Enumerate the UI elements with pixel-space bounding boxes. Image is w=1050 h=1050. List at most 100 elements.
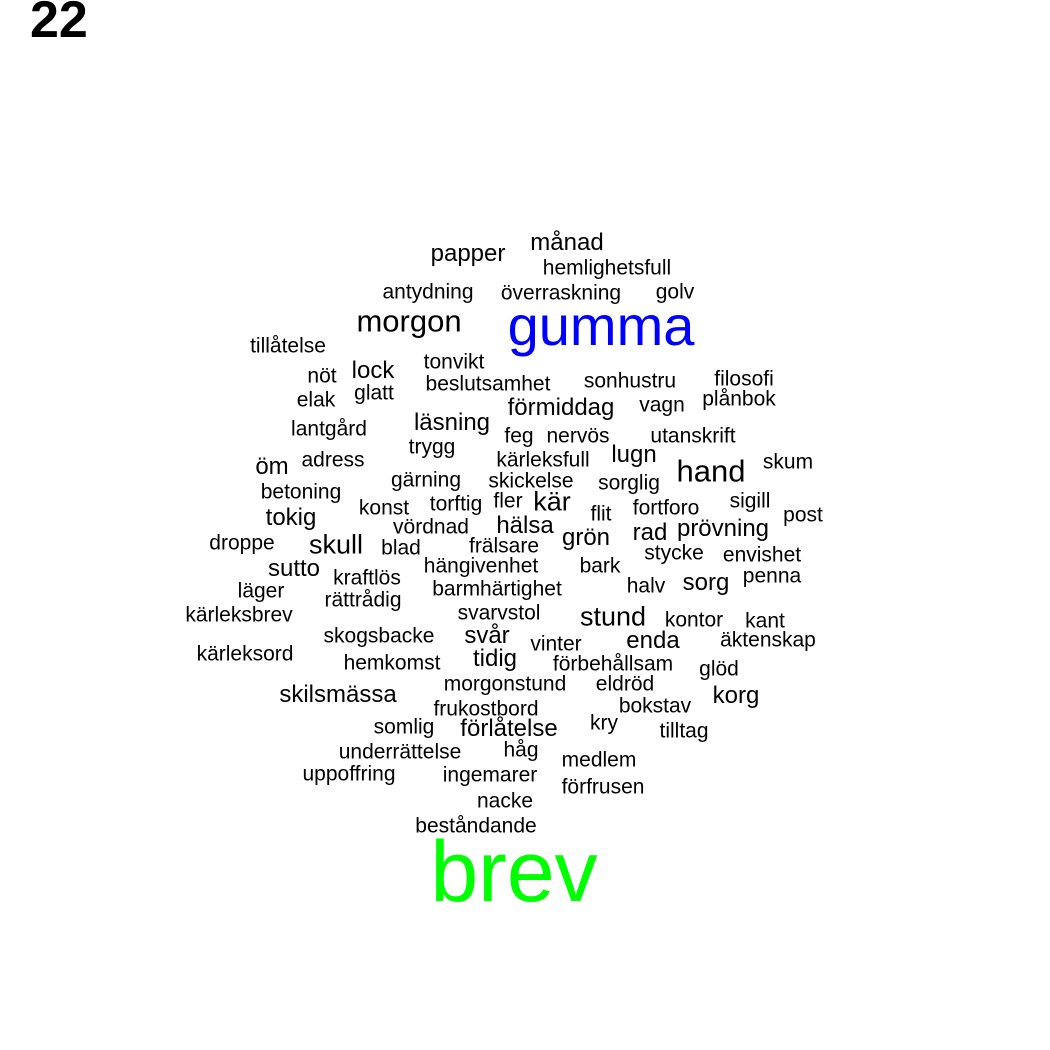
word-eldrod: eldröd <box>595 672 655 696</box>
word-penna: penna <box>742 564 802 588</box>
word-provning: prövning <box>676 515 770 542</box>
word-tokig: tokig <box>265 504 317 531</box>
word-tilltag: tilltag <box>659 719 709 743</box>
word-tidig: tidig <box>472 645 518 672</box>
word-medlem: medlem <box>561 748 637 772</box>
word-gron: grön <box>561 524 611 551</box>
word-stycke: stycke <box>644 541 704 565</box>
word-gumma: gumma <box>507 294 695 357</box>
word-trygg: trygg <box>408 435 456 459</box>
word-fortforo: fortforo <box>632 496 700 520</box>
word-droppe: droppe <box>209 531 275 555</box>
word-morgonstund: morgonstund <box>443 672 567 696</box>
word-elak: elak <box>296 388 336 412</box>
word-underrattelse: underrättelse <box>338 740 462 764</box>
word-antydning: antydning <box>382 280 474 304</box>
word-ingemarer: ingemarer <box>442 763 538 787</box>
word-envishet: envishet <box>722 543 802 567</box>
word-lantgard: lantgård <box>291 417 367 441</box>
word-blad: blad <box>381 536 421 560</box>
word-kar: kär <box>533 486 571 517</box>
word-planbok: plånbok <box>702 387 776 411</box>
word-karleksfull: kärleksfull <box>496 448 590 472</box>
word-post: post <box>783 503 823 527</box>
word-overraskning: överraskning <box>500 281 622 305</box>
word-skilsmassa: skilsmässa <box>279 681 397 708</box>
word-bark: bark <box>579 554 621 578</box>
word-forlatelse: förlåtelse <box>460 715 558 742</box>
word-sorg: sorg <box>682 569 730 596</box>
word-hemlighetsfull: hemlighetsfull <box>542 256 672 280</box>
word-glatt: glatt <box>354 381 394 405</box>
word-utanskrift: utanskrift <box>650 424 736 448</box>
word-tillatelse: tillåtelse <box>250 334 326 358</box>
word-sonhustru: sonhustru <box>583 369 677 393</box>
word-forfrusen: förfrusen <box>561 775 645 799</box>
word-lock: lock <box>351 357 395 384</box>
word-betoning: betoning <box>260 480 342 504</box>
word-tonvikt: tonvikt <box>423 350 485 374</box>
word-sigill: sigill <box>729 489 771 513</box>
word-kant: kant <box>745 609 785 633</box>
word-konst: konst <box>358 496 410 520</box>
word-lasning: läsning <box>413 409 491 436</box>
word-frukostbord: frukostbord <box>433 697 539 721</box>
word-hangivenhet: hängivenhet <box>423 554 539 578</box>
figure-number-label: 22 <box>30 0 88 49</box>
word-forbehallsam: förbehållsam <box>552 652 674 676</box>
word-morgon: morgon <box>356 303 462 339</box>
word-nervos: nervös <box>546 424 610 448</box>
word-filosofi: filosofi <box>714 367 774 391</box>
word-vinter: vinter <box>530 632 582 656</box>
word-bestandande: beståndande <box>415 814 537 838</box>
word-bokstav: bokstav <box>618 694 692 718</box>
word-enda: enda <box>626 627 680 654</box>
word-brev: brev <box>430 824 598 920</box>
word-adress: adress <box>301 448 365 472</box>
word-not: nöt <box>307 364 337 388</box>
word-rattradig: rättrådig <box>324 588 402 612</box>
word-skickelse: skickelse <box>488 469 574 493</box>
word-glod: glöd <box>699 657 739 681</box>
word-korg: korg <box>712 682 760 709</box>
word-svar: svår <box>464 622 510 649</box>
word-lugn: lugn <box>611 441 657 468</box>
word-skogsbacke: skogsbacke <box>323 624 435 648</box>
word-rad: rad <box>632 519 668 546</box>
word-beslutsamhet: beslutsamhet <box>425 372 551 396</box>
word-fler: fler <box>493 489 523 513</box>
word-halsa: hälsa <box>496 512 554 539</box>
word-kontor: kontor <box>664 608 724 632</box>
word-nacke: nacke <box>476 789 534 813</box>
word-torftig: torftig <box>429 492 483 516</box>
word-golv: golv <box>655 280 695 304</box>
word-vordnad: vördnad <box>393 515 469 539</box>
word-kraftlos: kraftlös <box>333 566 401 590</box>
word-skum: skum <box>762 450 814 474</box>
word-svarvstol: svarvstol <box>457 601 541 625</box>
word-skull: skull <box>308 529 364 560</box>
word-karleksord: kärleksord <box>196 642 294 666</box>
word-flit: flit <box>590 502 612 526</box>
word-om: öm <box>255 453 289 480</box>
word-stund: stund <box>579 601 647 632</box>
word-somlig: somlig <box>373 715 435 739</box>
word-aktenskap: äktenskap <box>720 628 816 652</box>
word-lager: läger <box>237 579 285 603</box>
word-manad: månad <box>530 229 604 256</box>
word-papper: papper <box>430 240 506 267</box>
word-sutto: sutto <box>267 555 321 582</box>
word-fralsare: frälsare <box>468 534 540 558</box>
word-halv: halv <box>626 574 666 598</box>
word-karleksbrev: kärleksbrev <box>185 603 293 627</box>
word-hag: håg <box>503 738 539 762</box>
word-hand: hand <box>676 453 746 489</box>
word-hemkomst: hemkomst <box>343 651 441 675</box>
word-barmhartighet: barmhärtighet <box>432 577 562 601</box>
word-vagn: vagn <box>639 393 685 417</box>
word-feg: feg <box>504 424 534 448</box>
word-kry: kry <box>590 711 618 735</box>
word-garning: gärning <box>390 468 462 492</box>
word-sorglig: sorglig <box>598 471 660 495</box>
